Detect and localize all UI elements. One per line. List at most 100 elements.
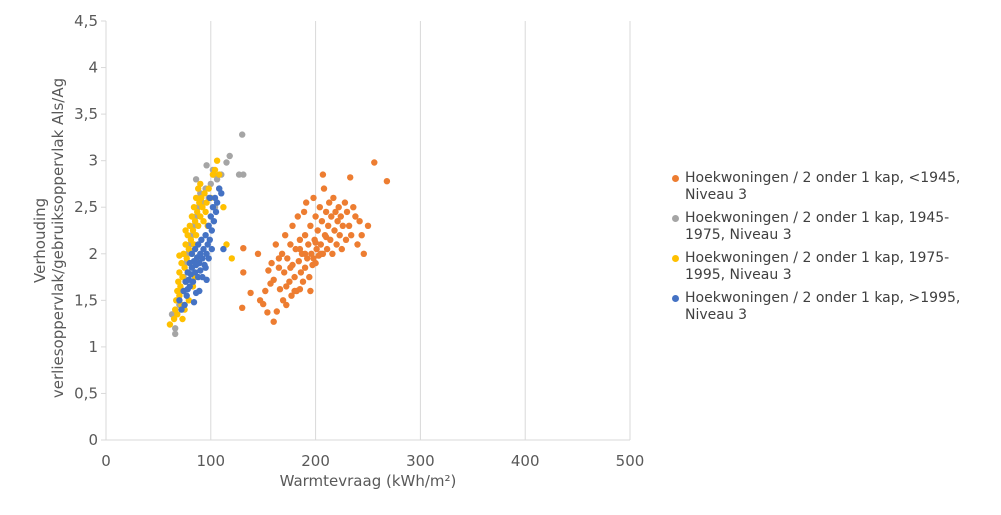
data-point bbox=[275, 264, 283, 271]
data-point bbox=[200, 218, 207, 225]
y-axis-title-line-1: Verhouding bbox=[31, 198, 49, 283]
data-point bbox=[181, 301, 188, 309]
legend-label: Hoekwoningen / 2 onder 1 kap, <1945, Niv… bbox=[685, 170, 961, 203]
data-point bbox=[265, 267, 272, 274]
data-point bbox=[223, 159, 230, 166]
data-point bbox=[176, 292, 183, 299]
legend-item-post-1995: Hoekwoningen / 2 onder 1 kap, >1995, Niv… bbox=[672, 290, 992, 324]
data-point bbox=[240, 269, 247, 276]
data-point bbox=[307, 222, 314, 229]
data-point bbox=[197, 180, 204, 188]
data-point bbox=[178, 306, 185, 313]
data-point bbox=[347, 174, 354, 181]
data-point bbox=[178, 259, 185, 267]
data-point bbox=[218, 190, 225, 197]
data-point bbox=[272, 241, 279, 248]
data-point bbox=[354, 241, 361, 248]
data-point bbox=[337, 213, 344, 220]
legend-item-1945-1975: Hoekwoningen / 2 onder 1 kap, 1945-1975,… bbox=[672, 210, 992, 244]
x-tick-label: 200 bbox=[301, 452, 330, 470]
data-point bbox=[333, 241, 340, 248]
data-point bbox=[210, 218, 218, 225]
data-point bbox=[326, 199, 333, 206]
data-point bbox=[336, 232, 343, 239]
data-point bbox=[286, 278, 293, 285]
data-point bbox=[341, 199, 349, 206]
data-point bbox=[352, 213, 359, 220]
x-tick-label: 100 bbox=[196, 452, 225, 470]
data-point bbox=[360, 250, 367, 257]
data-point bbox=[192, 176, 200, 183]
data-point bbox=[284, 255, 291, 262]
y-tick-label: 4 bbox=[88, 59, 98, 77]
data-point bbox=[194, 208, 201, 216]
data-point bbox=[226, 152, 233, 160]
data-point bbox=[191, 245, 199, 253]
data-point bbox=[323, 245, 331, 253]
data-point bbox=[383, 178, 391, 185]
data-point bbox=[312, 213, 319, 220]
data-point bbox=[339, 222, 346, 229]
data-point bbox=[172, 325, 179, 332]
y-tick-label: 3 bbox=[88, 152, 98, 170]
data-point bbox=[205, 185, 212, 192]
data-point bbox=[170, 315, 178, 323]
data-point bbox=[188, 250, 196, 257]
data-point bbox=[172, 330, 179, 338]
data-point bbox=[301, 264, 309, 271]
data-point bbox=[297, 269, 305, 276]
data-point bbox=[275, 255, 283, 262]
data-point bbox=[207, 213, 214, 220]
data-point bbox=[328, 213, 335, 220]
data-point bbox=[262, 287, 269, 295]
tick-labels: 0 100 200 300 400 500 0 0,5 1 1,5 2 2,5 3 3,5 4 4,5 bbox=[74, 12, 644, 470]
data-point bbox=[312, 239, 319, 246]
data-points bbox=[166, 131, 391, 338]
data-point bbox=[239, 131, 246, 138]
data-point bbox=[358, 232, 365, 239]
data-point bbox=[320, 185, 328, 192]
x-axis-title: Warmtevraag (kWh/m²) bbox=[280, 472, 457, 490]
data-point bbox=[208, 227, 215, 234]
data-point bbox=[350, 204, 357, 211]
data-point bbox=[345, 222, 353, 229]
data-point bbox=[203, 162, 210, 169]
data-point bbox=[176, 252, 183, 259]
data-point bbox=[203, 276, 210, 283]
y-tick-label: 1,5 bbox=[74, 291, 98, 309]
legend-marker-gray bbox=[672, 215, 679, 222]
data-point bbox=[202, 264, 209, 271]
data-point bbox=[206, 194, 213, 202]
data-point bbox=[371, 159, 378, 166]
data-point bbox=[288, 292, 295, 299]
data-point bbox=[179, 273, 186, 281]
data-point bbox=[273, 308, 280, 315]
data-point bbox=[239, 304, 246, 311]
data-point bbox=[195, 241, 202, 248]
data-point bbox=[199, 204, 206, 211]
y-tick-label: 2 bbox=[88, 245, 98, 263]
data-point bbox=[331, 227, 338, 234]
data-point bbox=[247, 289, 254, 297]
data-point bbox=[291, 273, 298, 281]
data-point bbox=[283, 301, 290, 309]
data-point bbox=[313, 245, 320, 253]
data-point bbox=[212, 208, 220, 216]
data-point bbox=[211, 166, 219, 174]
axes bbox=[101, 20, 630, 441]
data-point bbox=[182, 227, 189, 234]
data-point bbox=[213, 157, 221, 164]
data-point bbox=[190, 204, 198, 211]
data-point bbox=[268, 259, 275, 267]
data-point bbox=[176, 269, 183, 276]
y-tick-label: 0 bbox=[88, 431, 98, 449]
data-point bbox=[223, 241, 230, 248]
legend-label: Hoekwoningen / 2 onder 1 kap, >1995, Niv… bbox=[685, 290, 961, 323]
data-point bbox=[329, 250, 336, 257]
legend-item-pre-1945: Hoekwoningen / 2 onder 1 kap, <1945, Niv… bbox=[672, 170, 992, 204]
data-point bbox=[177, 283, 184, 290]
data-point bbox=[206, 236, 213, 243]
x-tick-label: 500 bbox=[616, 452, 645, 470]
y-axis-title: Verhouding verliesoppervlak/gebruiksoppe… bbox=[31, 78, 67, 398]
data-point bbox=[301, 250, 309, 257]
